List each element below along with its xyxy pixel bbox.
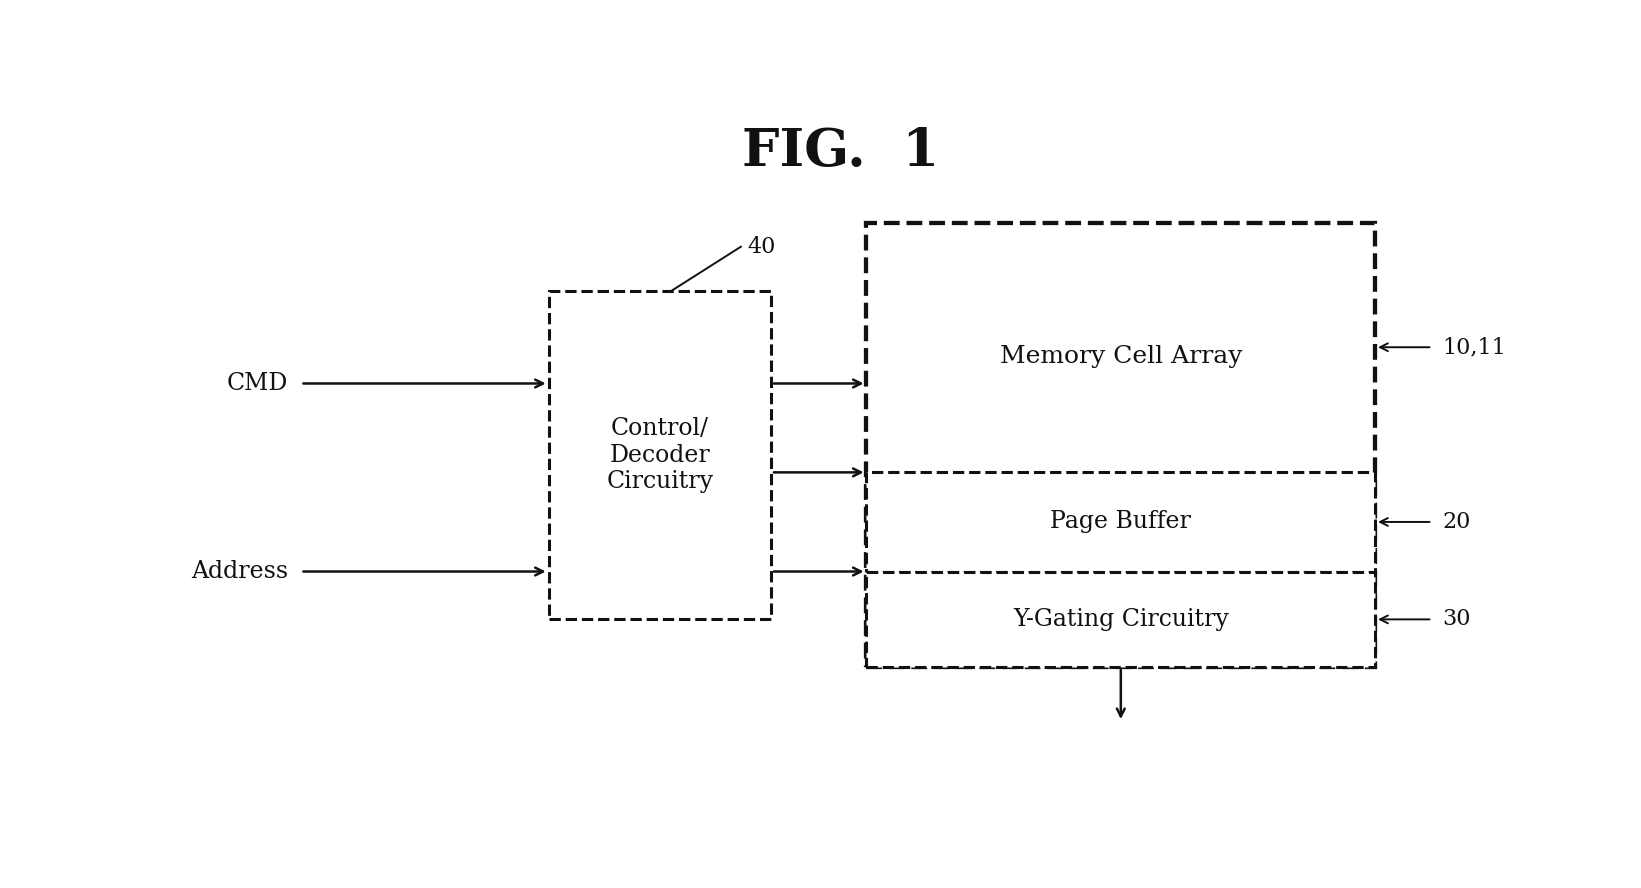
Text: 30: 30 xyxy=(1442,608,1470,630)
Bar xyxy=(866,572,1375,667)
Text: FIG.  1: FIG. 1 xyxy=(742,125,940,177)
Bar xyxy=(548,291,771,620)
Text: Memory Cell Array: Memory Cell Array xyxy=(999,345,1242,368)
Text: Y-Gating Circuitry: Y-Gating Circuitry xyxy=(1012,608,1229,630)
Text: Page Buffer: Page Buffer xyxy=(1050,511,1191,534)
Text: 20: 20 xyxy=(1442,511,1470,533)
Bar xyxy=(866,223,1375,667)
Text: 40: 40 xyxy=(747,235,776,258)
Text: CMD: CMD xyxy=(226,372,287,395)
Bar xyxy=(866,472,1375,572)
Text: Address: Address xyxy=(190,560,287,583)
Text: Control/
Decoder
Circuitry: Control/ Decoder Circuitry xyxy=(606,417,714,494)
Text: 10,11: 10,11 xyxy=(1442,337,1506,358)
